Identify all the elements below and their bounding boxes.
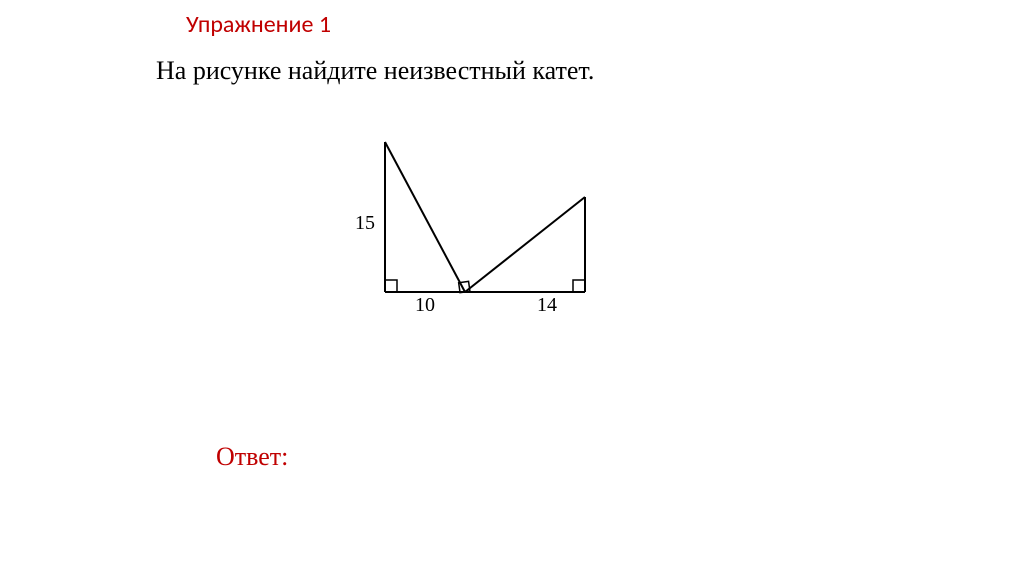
answer-label: Ответ: bbox=[216, 442, 288, 472]
right-angle-mark-a bbox=[385, 280, 397, 292]
middle-diagonal bbox=[465, 197, 585, 292]
label-base-10: 10 bbox=[415, 294, 435, 317]
triangle-diagram bbox=[295, 132, 625, 332]
label-hypotenuse-15: 15 bbox=[355, 212, 375, 235]
left-hypotenuse bbox=[385, 142, 465, 292]
exercise-title: Упражнение 1 bbox=[186, 10, 331, 39]
right-angle-mark-d bbox=[573, 280, 585, 292]
problem-statement: На рисунке найдите неизвестный катет. bbox=[156, 56, 594, 86]
geometry-figure: 15 10 14 bbox=[295, 132, 625, 332]
label-base-14: 14 bbox=[537, 294, 557, 317]
